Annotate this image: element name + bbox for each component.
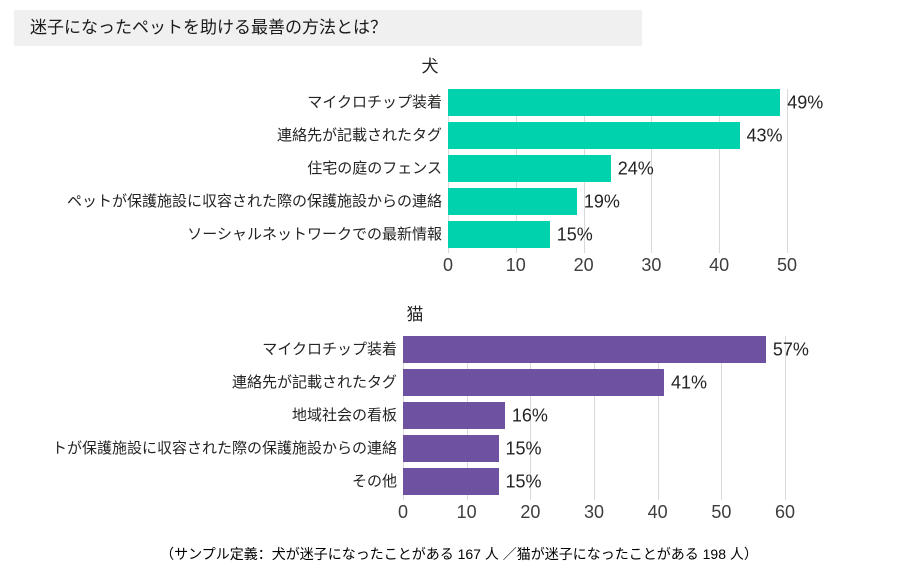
gridline <box>719 89 721 253</box>
cat-plot-area: 57% 41% 16% 15% 15% <box>403 336 809 500</box>
x-axis-tick-label: 20 <box>520 502 541 522</box>
bar-row: 15% <box>403 468 785 495</box>
x-axis-tick-label: 50 <box>711 502 732 522</box>
data-label: 16% <box>511 405 548 425</box>
dog-chart-title: 犬 <box>421 57 439 76</box>
data-label: 15% <box>556 224 593 244</box>
x-axis-tick-label: 30 <box>641 255 662 275</box>
data-label: 19% <box>583 191 620 211</box>
x-axis-tick-label: 60 <box>774 502 796 522</box>
x-axis-tick-label: 10 <box>505 255 526 275</box>
data-label: 49% <box>787 92 824 112</box>
bar <box>403 468 499 495</box>
data-label: 15% <box>505 471 542 491</box>
bar-row: 41% <box>403 369 785 396</box>
dog-plot-area: 49% 43% 24% 19% 15% <box>448 89 823 253</box>
bar <box>448 188 577 215</box>
category-label: 連絡先が記載されたタグ <box>276 127 442 144</box>
bar-row: 24% <box>448 155 787 182</box>
x-axis-tick-label: 10 <box>456 502 477 522</box>
x-axis-tick-label: 0 <box>442 255 454 275</box>
data-label: 43% <box>746 125 783 145</box>
x-axis-tick-label: 30 <box>583 502 605 522</box>
category-label: その他 <box>351 473 397 490</box>
gridline <box>787 89 788 253</box>
dog-category-labels: マイクロチップ装着連絡先が記載されたタグ住宅の庭のフェンスペットが保護施設に収容… <box>67 89 442 254</box>
category-label: マイクロチップ装着 <box>307 94 442 111</box>
data-label: 24% <box>617 158 654 178</box>
category-label: ペットが保護施設に収容された際の保護施設からの連絡 <box>66 193 442 210</box>
gridline <box>785 336 786 500</box>
bar <box>448 155 611 182</box>
bar <box>403 336 766 363</box>
bar <box>403 435 499 462</box>
x-axis-tick-label: 50 <box>776 255 798 275</box>
bar-row: 49% <box>448 89 823 116</box>
x-axis-tick-label: 40 <box>709 255 730 275</box>
x-axis-tick-label: 40 <box>647 502 668 522</box>
category-label: トが保護施設に収容された際の保護施設からの連絡 <box>51 440 397 457</box>
x-axis-tick-label: 20 <box>573 255 594 275</box>
cat-category-labels: マイクロチップ装着連絡先が記載されたタグ地域社会の看板トが保護施設に収容された際… <box>52 336 397 501</box>
data-label: 57% <box>772 339 809 359</box>
category-label: ソーシャルネットワークでの最新情報 <box>187 226 442 243</box>
bar-row: 15% <box>448 221 787 248</box>
bar <box>448 221 550 248</box>
bar <box>448 122 740 149</box>
bar <box>403 369 665 396</box>
category-label: マイクロチップ装着 <box>262 341 397 358</box>
bar-row: 15% <box>403 435 785 462</box>
page-title: 迷子になったペットを助ける最善の方法とは？ <box>14 10 642 46</box>
bar-row: 19% <box>448 188 787 215</box>
bar-row: 43% <box>448 122 787 149</box>
cat-x-axis: 0 10 20 30 40 50 60 <box>398 499 795 523</box>
dog-x-axis: 0 10 20 30 40 50 <box>443 252 797 276</box>
category-label: 住宅の庭のフェンス <box>307 160 442 177</box>
category-label: 連絡先が記載されたタグ <box>231 374 397 391</box>
bar <box>403 402 505 429</box>
data-label: 15% <box>505 438 542 458</box>
cat-chart-title: 猫 <box>406 305 424 324</box>
gridline <box>530 336 532 500</box>
gridline <box>651 89 653 253</box>
gridline <box>657 336 659 500</box>
bar-row: 57% <box>403 336 809 363</box>
gridline <box>594 336 595 500</box>
gridline <box>721 336 723 500</box>
category-label: 地域社会の看板 <box>291 407 397 424</box>
bar <box>448 89 781 116</box>
x-axis-tick-label: 0 <box>397 502 409 522</box>
sample-definition-note: （サンプル定義：犬が迷子になったことがある 167 人 ／猫が迷子になったことが… <box>160 546 758 562</box>
bar-row: 16% <box>403 402 785 429</box>
data-label: 41% <box>671 372 708 392</box>
